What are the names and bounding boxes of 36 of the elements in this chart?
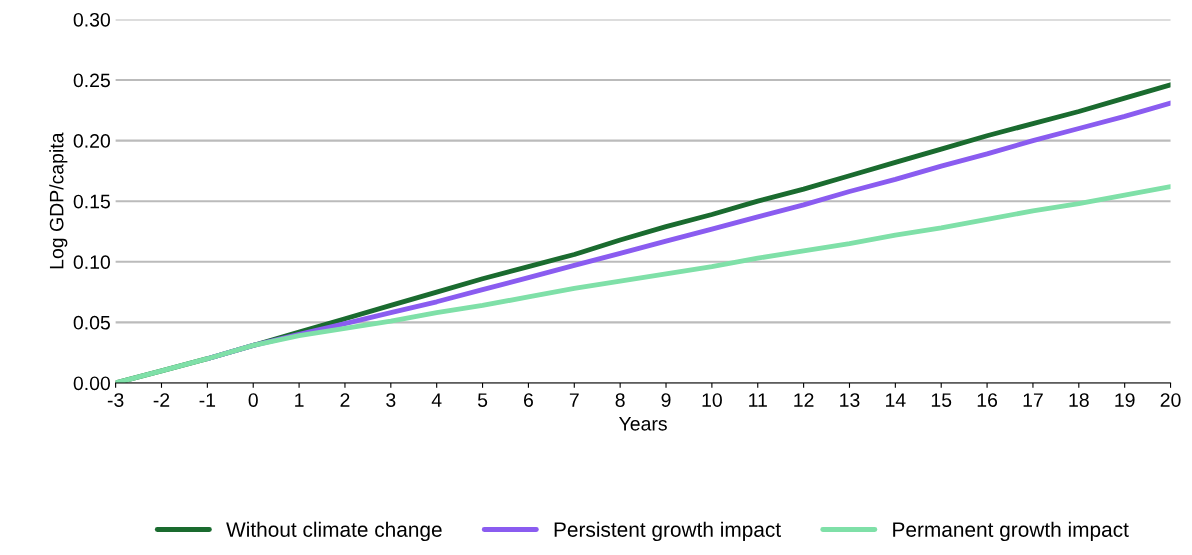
x-tick-label: 3 (386, 393, 396, 407)
x-tick-label: 11 (749, 393, 767, 407)
x-tick-label: 9 (661, 393, 671, 407)
x-axis-title: Years (619, 417, 667, 431)
x-tick-label: 19 (1115, 393, 1135, 407)
x-tick-label: 6 (524, 393, 533, 407)
legend-label: Persistent growth impact (554, 521, 781, 542)
x-tick-label: 2 (340, 393, 350, 407)
y-tick-label: 0.20 (73, 134, 111, 148)
x-tick-label: 0 (248, 393, 258, 407)
y-tick-label: 0.15 (73, 194, 110, 209)
x-tick-label: 10 (702, 393, 722, 407)
x-tick-label: 13 (840, 393, 860, 407)
x-tick-label: -1 (199, 393, 216, 407)
x-tick-label: 5 (477, 393, 488, 407)
y-tick-label: 0.05 (73, 315, 110, 330)
x-tick-label: 20 (1160, 393, 1181, 407)
x-tick-label: -2 (153, 393, 170, 407)
y-tick-label: 0.10 (73, 255, 111, 270)
x-tick-label: 16 (977, 393, 998, 407)
x-tick-label: 8 (615, 393, 625, 407)
x-tick-label: 12 (794, 393, 814, 407)
legend-label: Without climate change (226, 521, 442, 542)
x-tick-label: 15 (931, 393, 952, 407)
y-tick-label: 0.25 (73, 73, 110, 88)
x-tick-label: 7 (569, 393, 579, 407)
y-axis-title: Log GDP/capita (49, 132, 68, 269)
x-tick-label: 14 (886, 393, 906, 407)
legend-label: Permanent growth impact (893, 521, 1129, 542)
y-tick-label: 0.30 (73, 12, 111, 27)
x-tick-label: -3 (107, 393, 124, 407)
x-tick-label: 1 (295, 393, 304, 407)
x-tick-label: 18 (1069, 393, 1089, 407)
x-tick-label: 17 (1023, 393, 1043, 407)
y-tick-label: 0.00 (73, 376, 111, 391)
x-tick-label: 4 (431, 393, 442, 407)
